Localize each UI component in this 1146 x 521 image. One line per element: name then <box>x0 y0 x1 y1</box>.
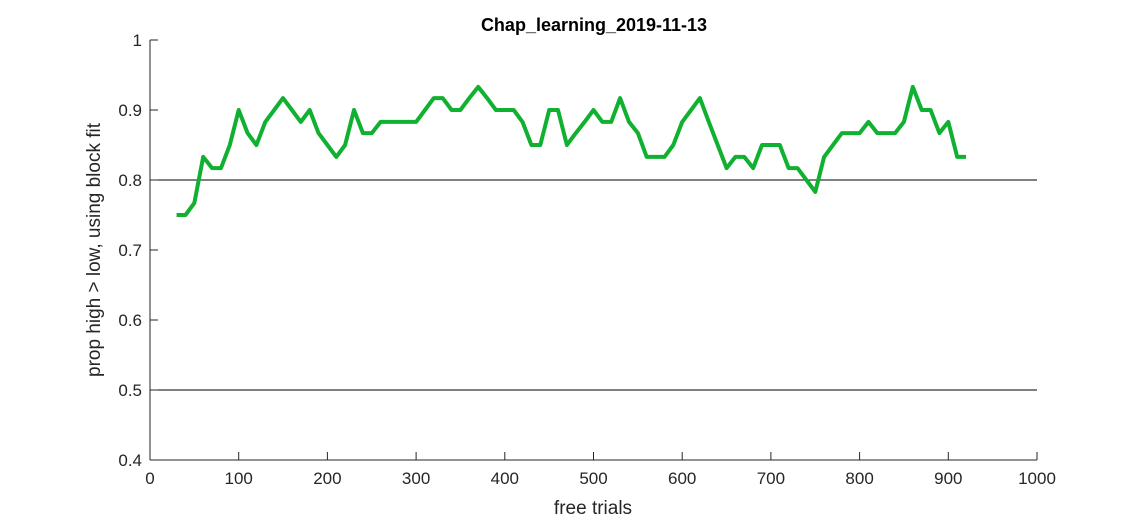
x-tick-label: 800 <box>845 469 873 488</box>
y-axis-label: prop high > low, using block fit <box>84 122 105 377</box>
x-tick-label: 600 <box>668 469 696 488</box>
y-tick-label: 0.5 <box>118 381 142 400</box>
series-line <box>176 84 966 217</box>
x-tick-label: 1000 <box>1018 469 1056 488</box>
x-axis-label: free trials <box>554 498 632 519</box>
x-ticks: 0 100 200 300 400 500 600 700 800 900 1000 <box>145 452 1056 488</box>
y-ticks: 0.4 0.5 0.6 0.7 0.8 0.9 1 <box>118 31 158 470</box>
x-tick-label: 900 <box>934 469 962 488</box>
data-series <box>176 84 966 217</box>
chart-title: Chap_learning_2019-11-13 <box>481 15 707 35</box>
axes <box>149 40 1037 461</box>
y-tick-label: 0.9 <box>118 101 142 120</box>
x-tick-label: 100 <box>225 469 253 488</box>
y-tick-label: 0.8 <box>118 171 142 190</box>
y-tick-label: 0.6 <box>118 311 142 330</box>
y-tick-label: 1 <box>133 31 142 50</box>
x-tick-label: 300 <box>402 469 430 488</box>
x-tick-label: 0 <box>145 469 154 488</box>
reference-lines <box>150 179 1037 391</box>
x-tick-label: 200 <box>313 469 341 488</box>
x-tick-label: 500 <box>579 469 607 488</box>
x-tick-label: 400 <box>491 469 519 488</box>
y-tick-label: 0.7 <box>118 241 142 260</box>
y-tick-label: 0.4 <box>118 451 142 470</box>
x-tick-label: 700 <box>757 469 785 488</box>
